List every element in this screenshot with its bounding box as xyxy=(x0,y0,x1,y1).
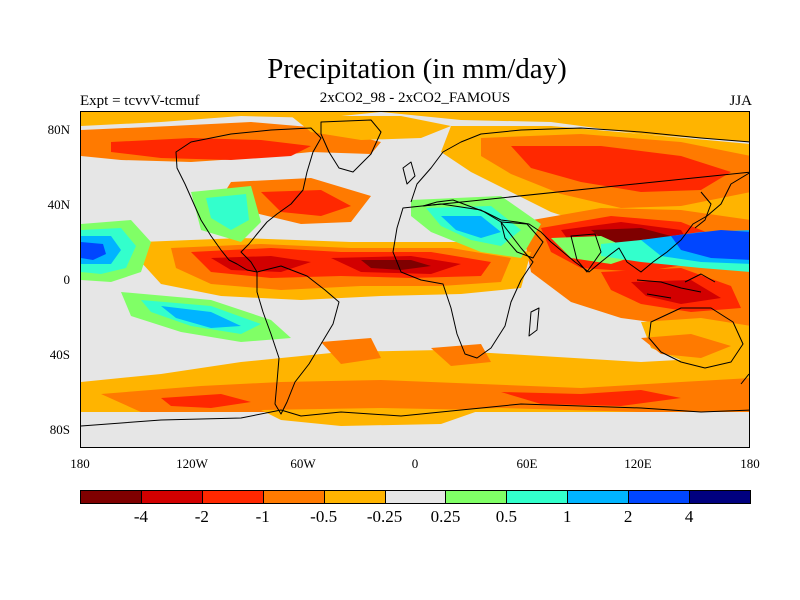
lon-label-180w: 180 xyxy=(70,456,90,471)
legend-color-box xyxy=(201,490,264,504)
fill-region xyxy=(441,216,501,238)
lat-label-equator: 0 xyxy=(63,272,71,287)
coastline-new-zealand xyxy=(740,373,749,385)
fill-region xyxy=(81,412,749,447)
coastlines xyxy=(81,119,749,427)
color-legend xyxy=(80,490,751,504)
legend-color-box xyxy=(262,490,325,504)
fill-region xyxy=(206,194,249,230)
lat-label-40s: 40S xyxy=(49,347,70,362)
coastline-africa xyxy=(392,203,534,359)
lon-label-60w: 60W xyxy=(290,456,316,471)
coastline-south-america xyxy=(256,265,340,415)
season-label: JJA xyxy=(729,93,752,109)
coastline-australia xyxy=(648,307,744,369)
coastline-indonesia xyxy=(636,273,716,299)
lat-label-80n: 80N xyxy=(47,122,70,137)
legend-label: -0.25 xyxy=(366,507,403,526)
lon-label-180e: 180 xyxy=(740,456,760,471)
coastline-north-america xyxy=(175,127,322,273)
coastline-arabia xyxy=(500,221,544,259)
map-panel xyxy=(80,111,750,448)
fill-region xyxy=(111,138,311,160)
legend-label: -4 xyxy=(133,507,148,526)
legend-label: -1 xyxy=(255,507,270,526)
plot-title: Precipitation (in mm/day) xyxy=(267,53,567,85)
precip-anomaly-fills xyxy=(81,112,749,447)
coastline-eurasia xyxy=(410,127,749,273)
legend-color-box xyxy=(567,490,630,504)
legend-label: 0.5 xyxy=(495,507,517,526)
legend-label: 4 xyxy=(684,507,694,526)
legend-label: -2 xyxy=(194,507,209,526)
legend-label: 2 xyxy=(623,507,633,526)
legend-color-box xyxy=(80,490,142,504)
lon-label-120e: 120E xyxy=(624,456,652,471)
lon-label-120w: 120W xyxy=(176,456,208,471)
fill-region xyxy=(671,230,749,260)
fill-region xyxy=(81,112,749,142)
lon-label-60e: 60E xyxy=(516,456,538,471)
legend-color-box xyxy=(506,490,569,504)
fill-region xyxy=(261,408,481,426)
fill-region xyxy=(361,260,431,270)
fill-region xyxy=(81,242,106,260)
legend-color-box xyxy=(323,490,386,504)
coastline-greenland xyxy=(320,119,382,173)
legend-color-box xyxy=(384,490,447,504)
legend-color-box xyxy=(445,490,508,504)
coastline-madagascar xyxy=(528,307,540,337)
legend-color-box xyxy=(628,490,691,504)
fill-region xyxy=(501,390,681,406)
fill-region xyxy=(631,280,721,304)
fill-region xyxy=(641,334,731,358)
fill-region xyxy=(321,338,381,364)
coastline-antarctica xyxy=(81,403,749,427)
legend-label: -0.5 xyxy=(310,507,338,526)
legend-color-box xyxy=(689,490,751,504)
coastline-india xyxy=(570,233,602,273)
fill-region xyxy=(161,394,251,408)
legend-color-box xyxy=(140,490,203,504)
lat-label-80s: 80S xyxy=(49,422,70,437)
fill-region xyxy=(161,306,241,328)
coastline-japan xyxy=(694,191,712,229)
legend-label: 1 xyxy=(563,507,572,526)
difference-label: 2xCO2_98 - 2xCO2_FAMOUS xyxy=(319,90,511,106)
experiment-label: Expt = tcvvV-tcmuf xyxy=(80,93,200,109)
legend-label: 0.25 xyxy=(430,507,461,526)
precipitation-map xyxy=(81,112,749,447)
fill-region xyxy=(511,146,731,192)
fill-region xyxy=(431,344,491,366)
lon-label-0: 0 xyxy=(411,456,419,471)
coastline-uk xyxy=(402,161,416,185)
lat-label-40n: 40N xyxy=(47,197,70,212)
